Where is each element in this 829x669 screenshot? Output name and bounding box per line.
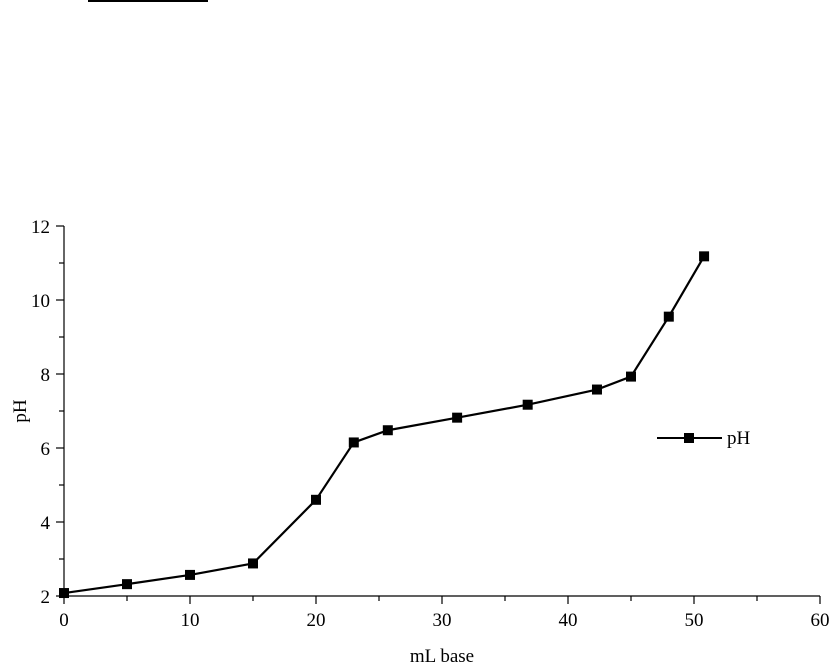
x-tick-label: 0 <box>59 610 69 631</box>
data-point <box>348 437 359 448</box>
series-line <box>63 255 706 595</box>
y-tick-label: 12 <box>31 217 50 238</box>
y-tick-label: 8 <box>41 365 51 386</box>
x-tick-label: 40 <box>559 610 578 631</box>
axes: 0 10 20 30 40 50 60 2 4 6 8 10 12 <box>31 217 829 631</box>
data-point <box>122 579 132 590</box>
data-point <box>382 425 393 436</box>
x-tick-label: 60 <box>811 610 829 631</box>
y-ticks: 2 4 6 8 10 12 <box>31 217 64 608</box>
data-point <box>185 569 195 580</box>
plot-area <box>59 251 710 599</box>
x-tick-label: 30 <box>433 610 452 631</box>
data-point <box>663 311 674 322</box>
legend-marker <box>684 433 694 443</box>
data-point <box>452 412 463 423</box>
x-ticks: 0 10 20 30 40 50 60 <box>59 596 829 631</box>
data-point <box>248 558 258 569</box>
top-rule <box>88 0 208 2</box>
legend-label: pH <box>727 428 751 449</box>
y-tick-label: 2 <box>41 587 51 608</box>
data-point <box>626 371 636 382</box>
data-point <box>699 251 710 262</box>
x-tick-label: 20 <box>307 610 326 631</box>
data-point <box>311 494 321 505</box>
y-tick-label: 10 <box>31 291 50 312</box>
data-point <box>522 399 533 410</box>
x-axis-label: mL base <box>410 646 474 667</box>
data-point <box>591 384 602 395</box>
legend: pH <box>657 428 751 449</box>
x-tick-label: 10 <box>181 610 200 631</box>
x-tick-label: 50 <box>685 610 704 631</box>
y-tick-label: 6 <box>41 439 51 460</box>
y-tick-label: 4 <box>41 513 51 534</box>
y-axis-label: pH <box>10 399 31 423</box>
data-point <box>59 588 69 599</box>
